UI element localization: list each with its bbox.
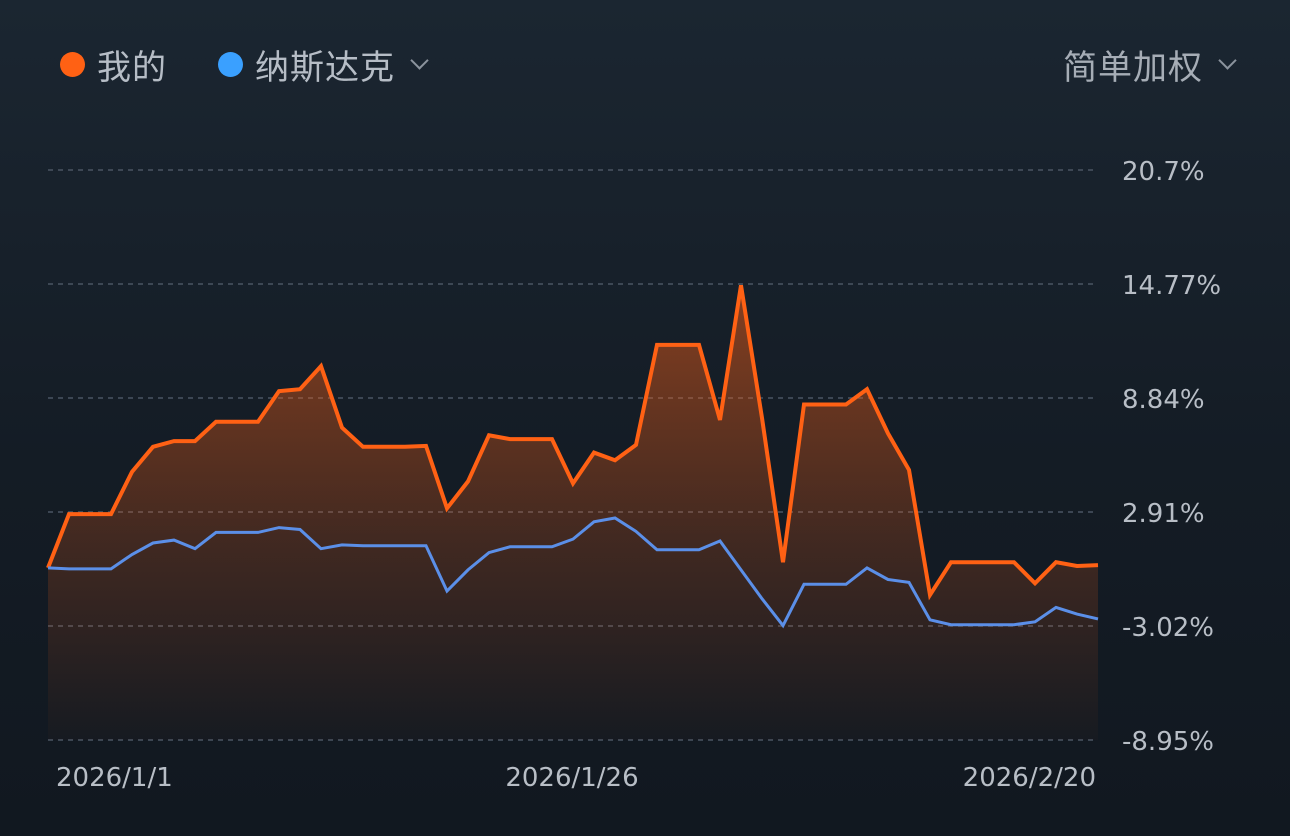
y-tick-label: -3.02% — [1122, 613, 1214, 643]
y-tick-label: 14.77% — [1122, 271, 1221, 301]
legend-benchmark-label: 纳斯达克 — [255, 47, 395, 88]
area-layer — [48, 285, 1098, 740]
weight-mode-selector[interactable]: 简单加权 — [1063, 38, 1237, 90]
chart-legend: 我的 纳斯达克 简单加权 — [60, 38, 1237, 90]
mine-dot-icon — [60, 51, 85, 77]
x-tick-label: 2026/1/26 — [505, 763, 638, 793]
series-area-mine — [48, 285, 1098, 740]
weight-mode-label: 简单加权 — [1063, 47, 1203, 88]
x-tick-label: 2026/1/1 — [56, 763, 173, 793]
series-line-mine — [46, 284, 1099, 601]
benchmark-selector[interactable]: 纳斯达克 — [218, 38, 429, 90]
y-axis: 20.7% 14.77% 8.84% 2.91% -3.02% -8.95% — [1122, 157, 1221, 757]
x-tick-label: 2026/2/20 — [963, 763, 1096, 793]
y-tick-label: 20.7% — [1122, 157, 1205, 187]
line-layer — [46, 284, 1099, 629]
y-tick-label: -8.95% — [1122, 727, 1214, 757]
y-tick-label: 8.84% — [1122, 385, 1205, 415]
legend-mine-label: 我的 — [97, 47, 167, 88]
legend-item-mine[interactable]: 我的 — [60, 38, 167, 90]
x-axis: 2026/1/1 2026/1/26 2026/2/20 — [56, 763, 1096, 793]
benchmark-dot-icon — [218, 51, 243, 77]
series-line-benchmark — [47, 516, 1099, 629]
y-tick-label: 2.91% — [1122, 499, 1205, 529]
